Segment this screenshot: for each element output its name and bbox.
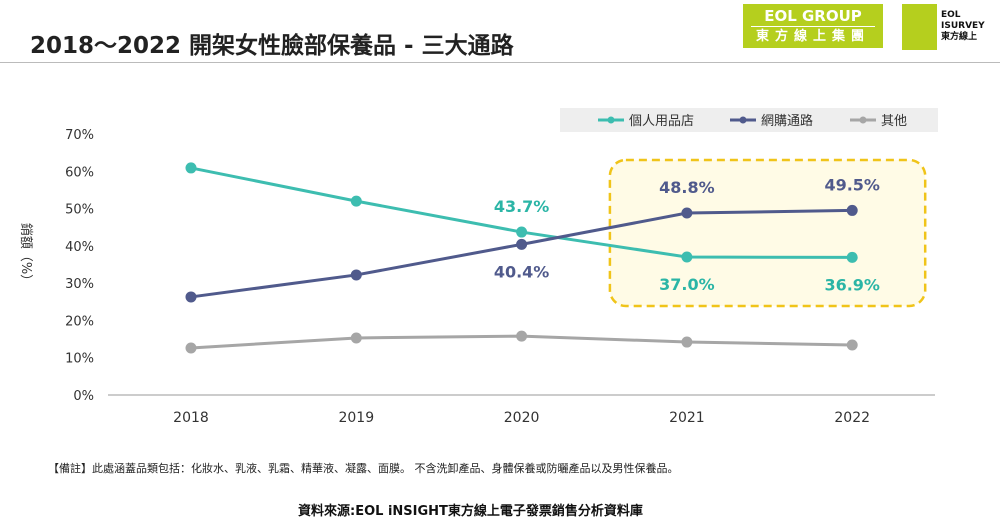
x-tick-label: 2022	[834, 410, 870, 426]
data-point	[681, 251, 693, 263]
data-point	[350, 332, 362, 344]
legend-label: 個人用品店	[629, 114, 694, 129]
legend-label: 其他	[881, 114, 907, 129]
data-point	[681, 336, 693, 348]
data-point	[516, 226, 528, 238]
footnote: 【備註】此處涵蓋品類包括：化妝水、乳液、乳霜、精華液、凝露、面膜。 不含洗卸產品…	[48, 462, 679, 475]
y-tick-label: 60%	[65, 165, 94, 180]
data-point	[846, 251, 858, 263]
y-tick-label: 70%	[65, 128, 94, 143]
y-axis-label: 銷額（%）	[18, 223, 34, 287]
divider	[0, 62, 1000, 63]
legend-marker-1	[739, 116, 747, 124]
data-label: 37.0%	[659, 275, 715, 294]
y-tick-label: 30%	[65, 277, 94, 292]
data-point	[185, 291, 197, 303]
data-point	[185, 342, 197, 354]
data-point	[846, 339, 858, 351]
eol-isurvey-logo	[902, 4, 937, 50]
data-source: 資料來源:EOL iNSIGHT東方線上電子發票銷售分析資料庫	[298, 504, 643, 519]
data-point	[516, 330, 528, 342]
data-label: 49.5%	[824, 175, 880, 194]
y-tick-label: 40%	[65, 240, 94, 255]
legend-label: 網購通路	[761, 113, 813, 129]
data-point	[185, 162, 197, 174]
eol-group-logo: EOL GROUP 東方線上集團	[743, 4, 883, 48]
data-point	[516, 238, 528, 250]
y-tick-label: 0%	[73, 389, 94, 404]
data-point	[350, 269, 362, 281]
highlight-box	[608, 158, 927, 308]
legend-marker-0	[607, 116, 615, 124]
y-tick-label: 10%	[65, 352, 94, 367]
y-tick-label: 20%	[65, 314, 94, 329]
x-tick-label: 2020	[504, 410, 540, 426]
data-point	[846, 204, 858, 216]
legend-marker-2	[859, 116, 867, 124]
data-label: 43.7%	[494, 197, 550, 216]
x-tick-label: 2019	[338, 410, 374, 426]
x-tick-label: 2018	[173, 410, 209, 426]
data-label: 48.8%	[659, 178, 715, 197]
x-tick-label: 2021	[669, 410, 705, 426]
data-label: 36.9%	[824, 275, 880, 294]
page-title: 2018～2022 開架女性臉部保養品 - 三大通路	[30, 33, 514, 59]
eol-isurvey-logo-text: EOL ISURVEY 東方線上	[941, 10, 985, 42]
data-label: 40.4%	[494, 262, 550, 281]
y-tick-label: 50%	[65, 203, 94, 218]
data-point	[350, 195, 362, 207]
data-point	[681, 207, 693, 219]
